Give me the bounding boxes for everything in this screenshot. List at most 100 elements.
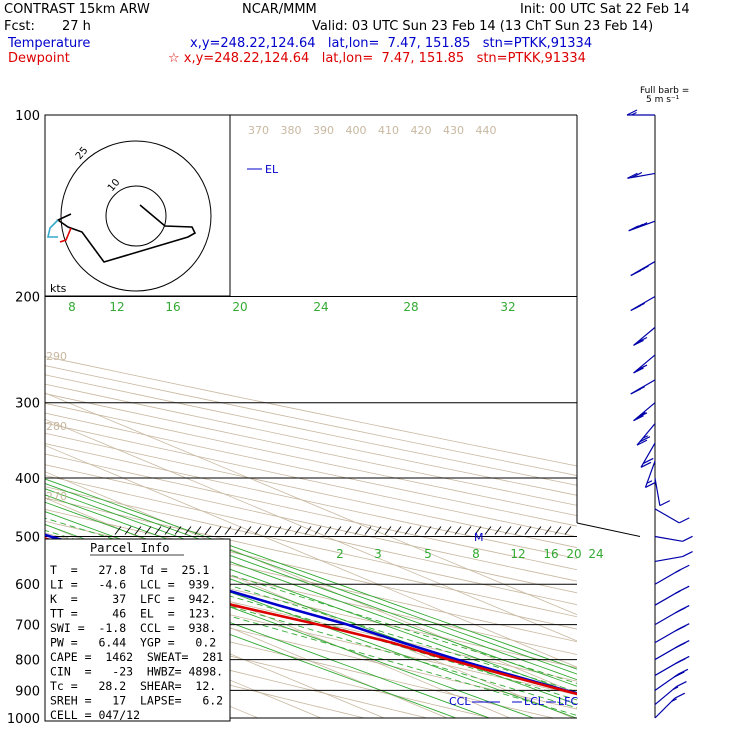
theta-label: 280 [46, 420, 67, 433]
hatch-mark [324, 526, 332, 535]
parcel-info-row: CAPE = 1462 SWEAT= 281 [50, 650, 223, 664]
hatch-mark [474, 526, 482, 535]
temperature-label: Temperature [8, 36, 91, 51]
wind-barb-flag [636, 222, 648, 229]
hatch-mark [354, 526, 362, 535]
pressure-tick-label: 500 [15, 530, 40, 545]
mixing-ratio-label: 16 [165, 300, 180, 314]
pressure-tick-label: 700 [15, 619, 40, 634]
wind-barb-flag [673, 671, 685, 678]
hatch-mark [214, 526, 222, 535]
hatch-mark [394, 526, 402, 535]
wind-barb-flag [631, 171, 643, 179]
moist-adiabat [45, 517, 577, 684]
mixing-ratio-label: 28 [403, 300, 418, 314]
pressure-tick-label: 100 [15, 109, 40, 124]
wind-barb-flag [633, 415, 644, 422]
wind-barb-flag [674, 692, 686, 699]
hatch-mark [384, 526, 392, 535]
moist-adiabat [45, 553, 577, 709]
hatch-mark [534, 526, 542, 535]
wind-barb-flag [646, 480, 653, 484]
wind-barb [654, 628, 680, 644]
hodograph-trace-surface [59, 227, 72, 243]
pressure-tick-label: 200 [15, 291, 40, 306]
wind-barb [654, 610, 680, 626]
dry-adiabat [45, 453, 577, 571]
wind-barb-flag [642, 457, 654, 464]
isotherm-line [0, 115, 6, 718]
hatch-mark [454, 526, 462, 535]
wind-barb [654, 660, 680, 676]
hatch-mark [414, 526, 422, 535]
parcel-info-heading: Parcel Info [90, 541, 169, 555]
hatch-mark [364, 526, 372, 535]
barb-legend-line2: 5 m s⁻¹ [646, 95, 680, 105]
wind-barb-flag [642, 435, 649, 439]
wind-barb-flag [636, 412, 648, 419]
hatch-mark [424, 526, 432, 535]
isotherm-line [45, 523, 511, 719]
wind-barb-flag [675, 569, 681, 574]
hatch-mark [244, 526, 252, 535]
parcel-info-box [44, 538, 231, 722]
theta-label: 390 [313, 124, 334, 137]
mixing-ratio-label: 24 [313, 300, 328, 314]
hatch-mark [264, 526, 272, 535]
wind-barb-flag [636, 439, 648, 446]
hatch-mark [314, 526, 322, 535]
parcel-info-row: CIN = -23 HWBZ= 4898. [50, 665, 223, 679]
dry-adiabat [45, 583, 577, 710]
wind-barb [654, 508, 680, 524]
dry-adiabat [45, 497, 577, 618]
hatch-mark [154, 526, 162, 535]
temperature-location: x,y=248.22,124.64 lat,lon= 7.47, 151.85 … [190, 36, 593, 51]
hatch-mark [254, 526, 262, 535]
hatch-mark [344, 526, 352, 535]
hodograph-unit: kts [50, 282, 67, 295]
wind-barb-flag [682, 535, 693, 542]
pressure-tick-label: 400 [15, 472, 40, 487]
mixing-ratio-label: 32 [500, 300, 515, 314]
wind-barb-flag [678, 517, 690, 524]
wind-barb [654, 590, 680, 606]
theta-label: 430 [443, 124, 464, 137]
hodograph-box [44, 114, 231, 297]
lcl-label: LCL [524, 695, 545, 708]
parcel-info-row: PW = 6.44 YGP = 0.2 [50, 636, 216, 650]
wind-barb-flag [682, 551, 693, 558]
theta-label: 420 [411, 124, 432, 137]
hatch-mark [194, 526, 202, 535]
wind-barb-flag [636, 364, 648, 371]
mixing-ratio-label: 12 [109, 300, 124, 314]
m-label: M [474, 531, 484, 544]
wind-barb-flag [678, 564, 690, 571]
isotherm-line [45, 445, 577, 668]
hatch-mark [504, 526, 512, 535]
wind-barb [654, 569, 680, 585]
wind-barb-flag [675, 625, 686, 632]
fcst-label: Fcst: [4, 19, 35, 34]
hatch-mark [554, 526, 562, 535]
wind-barb-flag [639, 436, 651, 443]
wind-barb-flag [638, 303, 644, 307]
dry-adiabat [45, 509, 577, 630]
wind-barb-flag [626, 109, 638, 116]
mixing-ratio-label: 24 [588, 547, 603, 561]
wind-barb-flag [675, 590, 681, 594]
dry-adiabat [45, 570, 577, 696]
parcel-info-row: TT = 46 EL = 123. [50, 607, 216, 621]
hatch-mark [134, 526, 142, 535]
mixing-ratio-label: 12 [510, 547, 525, 561]
wind-barb-flag [677, 668, 689, 675]
hatch-mark [334, 526, 342, 535]
valid-time: Valid: 03 UTC Sun 23 Feb 14 (13 ChT Sun … [312, 19, 654, 34]
hatch-mark [524, 526, 532, 535]
mixing-ratio-label: 3 [374, 547, 382, 561]
wind-barb [654, 477, 661, 506]
isotherm-line [45, 392, 577, 616]
dewpoint-label: Dewpoint [8, 51, 70, 66]
hatch-mark [494, 526, 502, 535]
wind-barb-flag [636, 336, 648, 344]
